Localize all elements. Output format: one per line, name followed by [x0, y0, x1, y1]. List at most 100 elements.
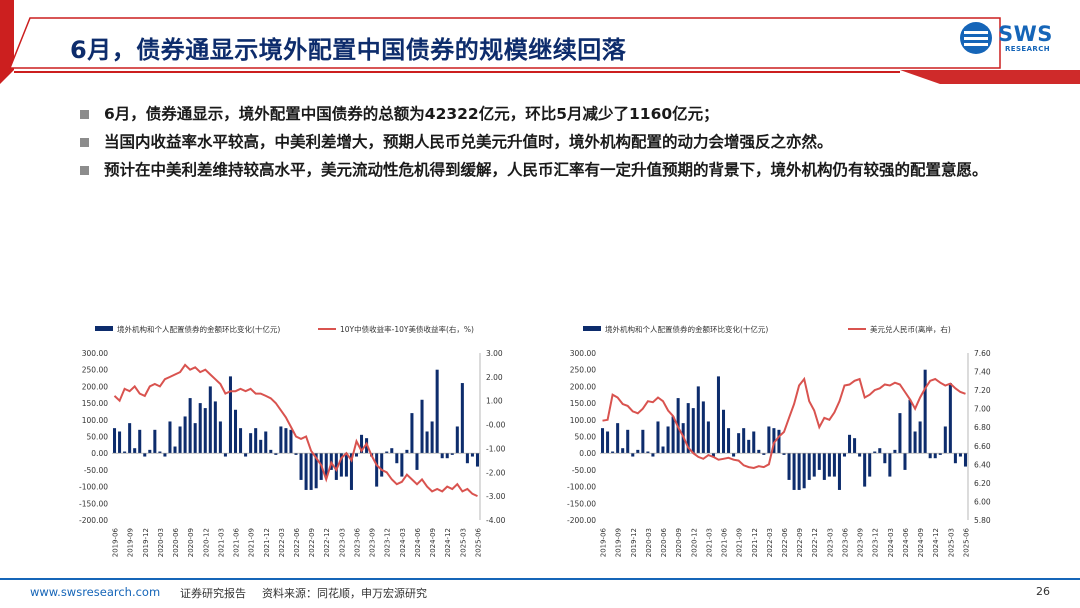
bar	[218, 421, 222, 454]
line-series	[113, 363, 478, 498]
x-tick-label: 2022-03	[766, 528, 774, 557]
bar	[777, 429, 781, 454]
y-right-tick-label: -2.00	[486, 468, 506, 477]
y-axis-left: 300.00 250.00 200.00 150.00 100.00 50.00 0.00 -…	[79, 349, 108, 525]
bar	[259, 439, 263, 454]
bar	[153, 429, 157, 454]
bar	[123, 451, 127, 454]
bar	[848, 434, 852, 454]
bar	[465, 453, 469, 464]
y-left-tick-label: -50.00	[84, 466, 108, 475]
bar	[168, 421, 172, 454]
bar	[903, 453, 907, 470]
x-tick-label: 2020-06	[172, 527, 180, 557]
bar	[923, 369, 927, 454]
y-right-tick-label: -1.00	[486, 444, 506, 453]
bar	[671, 416, 675, 454]
y-axis-right: 7.60 7.40 7.20 7.00 6.80 6.60 6.40 6.20 6.00 5.80	[974, 349, 991, 525]
bar	[918, 421, 922, 454]
chart-legend: 境外机构和个人配置债券的金额环比变化(十亿元) 10Y中债收益率-10Y美债收益率…	[95, 324, 474, 334]
bar-series	[113, 369, 479, 490]
x-tick-label: 2020-09	[187, 528, 195, 557]
bar	[883, 453, 887, 464]
x-tick-label: 2022-06	[293, 527, 301, 557]
y-left-tick-label: 200.00	[82, 382, 108, 391]
bar	[827, 453, 831, 477]
bar	[963, 453, 967, 467]
x-tick-label: 2020-09	[675, 528, 683, 557]
bar	[651, 453, 655, 457]
bar	[470, 453, 474, 457]
bar	[309, 453, 313, 490]
bar	[445, 453, 449, 459]
bar	[701, 401, 705, 454]
bar	[908, 399, 912, 454]
x-tick-label: 2021-12	[751, 528, 759, 557]
bar	[435, 369, 439, 454]
bar	[460, 383, 464, 454]
bar	[606, 431, 610, 454]
bar	[686, 403, 690, 454]
y-left-tick-label: 250.00	[82, 366, 108, 375]
bar	[611, 451, 615, 454]
bar	[943, 426, 947, 454]
bar	[475, 453, 479, 467]
y-left-tick-label: 250.00	[570, 366, 596, 375]
bar	[354, 453, 359, 457]
bar	[425, 431, 429, 454]
x-tick-label: 2024-12	[932, 528, 940, 557]
y-right-tick-label: 6.80	[974, 423, 991, 432]
title-decoration	[0, 0, 1080, 84]
bullet-square-icon	[80, 166, 89, 175]
bar	[163, 453, 167, 457]
x-tick-label: 2022-06	[781, 527, 789, 557]
y-left-tick-label: 0.00	[579, 449, 596, 458]
bar	[430, 421, 434, 454]
bar	[958, 453, 962, 457]
bar	[948, 383, 952, 454]
footer-url[interactable]: www.swsresearch.com	[30, 585, 161, 599]
y-left-tick-label: -100.00	[79, 483, 108, 492]
x-axis: 2019-06 2019-09 2019-12 2020-03 2020-06 2020-…	[112, 527, 483, 557]
bar	[822, 453, 826, 480]
bar	[656, 421, 660, 454]
bar	[721, 409, 726, 454]
page-title: 6月，债券通显示境外配置中国债券的规模继续回落	[70, 36, 627, 64]
bar	[390, 448, 394, 454]
bar	[334, 453, 338, 480]
x-tick-label: 2021-09	[248, 528, 256, 557]
bar	[289, 429, 293, 454]
legend-label-line: 美元兑人民币(离岸，右)	[870, 324, 951, 334]
y-right-tick-label: 1.00	[486, 397, 503, 406]
x-tick-label: 2023-06	[841, 527, 849, 557]
legend-bar-swatch	[95, 326, 113, 331]
y-left-tick-label: 100.00	[570, 416, 596, 425]
bar	[691, 408, 695, 454]
bar	[953, 453, 957, 464]
y-right-tick-label: 2.00	[486, 373, 503, 382]
y-left-tick-label: -50.00	[572, 466, 596, 475]
x-tick-label: 2024-03	[887, 528, 895, 557]
bar	[938, 453, 942, 455]
bar	[128, 423, 132, 454]
bar	[878, 448, 882, 454]
bar	[661, 446, 665, 454]
y-axis-right: 3.00 2.00 1.00 -0.00 -1.00 -2.00 -3.00 -4.00	[486, 349, 506, 525]
y-right-tick-label: 3.00	[486, 349, 503, 358]
bar	[400, 453, 404, 477]
bar	[636, 449, 640, 454]
bar	[405, 449, 409, 454]
bar	[213, 401, 217, 454]
x-tick-label: 2020-12	[202, 528, 210, 557]
bar	[173, 446, 177, 454]
y-left-tick-label: -200.00	[567, 516, 596, 525]
y-right-tick-label: 6.20	[974, 479, 991, 488]
x-tick-label: 2023-12	[872, 528, 880, 557]
bar	[812, 453, 816, 477]
y-right-tick-label: 7.00	[974, 405, 991, 414]
bar	[349, 453, 353, 490]
x-tick-label: 2019-12	[630, 528, 638, 557]
bar	[138, 429, 142, 454]
legend-label-bars: 境外机构和个人配置债券的金额环比变化(十亿元)	[117, 324, 280, 334]
bar	[375, 453, 379, 487]
